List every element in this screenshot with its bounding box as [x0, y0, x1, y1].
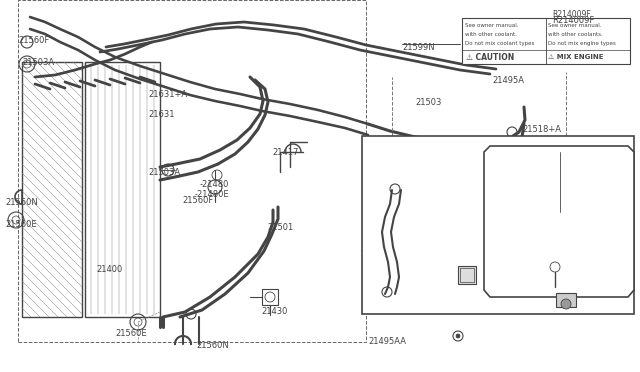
Text: 21560N: 21560N: [196, 340, 228, 350]
Text: with other coolants.: with other coolants.: [548, 32, 603, 36]
Text: Do not mix coolant types: Do not mix coolant types: [465, 41, 534, 45]
Text: 21518: 21518: [462, 301, 488, 310]
Text: 21712M: 21712M: [510, 301, 543, 310]
Text: 21400: 21400: [96, 264, 122, 273]
Text: 21503: 21503: [415, 97, 442, 106]
Text: See owner manual.: See owner manual.: [548, 22, 602, 28]
Text: 21518+A: 21518+A: [522, 125, 561, 134]
Circle shape: [561, 299, 571, 309]
Text: 21515: 21515: [388, 301, 414, 310]
Text: 21560E: 21560E: [5, 219, 36, 228]
Text: 21560N: 21560N: [5, 198, 38, 206]
Bar: [458, 266, 476, 284]
Bar: [85, 62, 160, 317]
Text: R214009F: R214009F: [552, 16, 595, 25]
Bar: [262, 289, 278, 305]
Text: 21560E: 21560E: [115, 330, 147, 339]
Bar: [362, 136, 634, 314]
Text: ⚠ CAUTION: ⚠ CAUTION: [466, 52, 515, 61]
Text: -21480E: -21480E: [195, 189, 230, 199]
Text: 21631: 21631: [148, 109, 175, 119]
Text: 21515E: 21515E: [365, 183, 397, 192]
Text: 21503A: 21503A: [148, 167, 180, 176]
Text: 21631+A: 21631+A: [148, 90, 187, 99]
Bar: [18, 0, 366, 342]
Text: 21495A: 21495A: [492, 76, 524, 84]
Circle shape: [456, 334, 460, 338]
Text: 21503A: 21503A: [22, 58, 54, 67]
Text: ⚠ MIX ENGINE: ⚠ MIX ENGINE: [548, 54, 604, 60]
Text: 21501: 21501: [267, 222, 293, 231]
Text: 21560F: 21560F: [182, 196, 213, 205]
Text: 21721: 21721: [552, 250, 579, 259]
Bar: [460, 268, 474, 282]
Text: 21515E: 21515E: [360, 250, 392, 259]
Text: with other coolant.: with other coolant.: [465, 32, 517, 36]
Text: 21599N: 21599N: [402, 42, 435, 51]
Text: 21417: 21417: [272, 148, 298, 157]
Polygon shape: [484, 146, 634, 297]
Text: Do not mix engine types: Do not mix engine types: [548, 41, 616, 45]
Text: 21560F: 21560F: [18, 35, 49, 45]
Text: 21510: 21510: [372, 140, 398, 148]
Text: See owner manual.: See owner manual.: [465, 22, 518, 28]
Bar: [462, 18, 630, 64]
Text: 21495AA: 21495AA: [368, 337, 406, 346]
Bar: [556, 293, 576, 307]
Text: 21430: 21430: [261, 308, 287, 317]
Bar: [22, 62, 82, 317]
Text: R214009F: R214009F: [552, 10, 591, 19]
Text: -21480: -21480: [200, 180, 229, 189]
